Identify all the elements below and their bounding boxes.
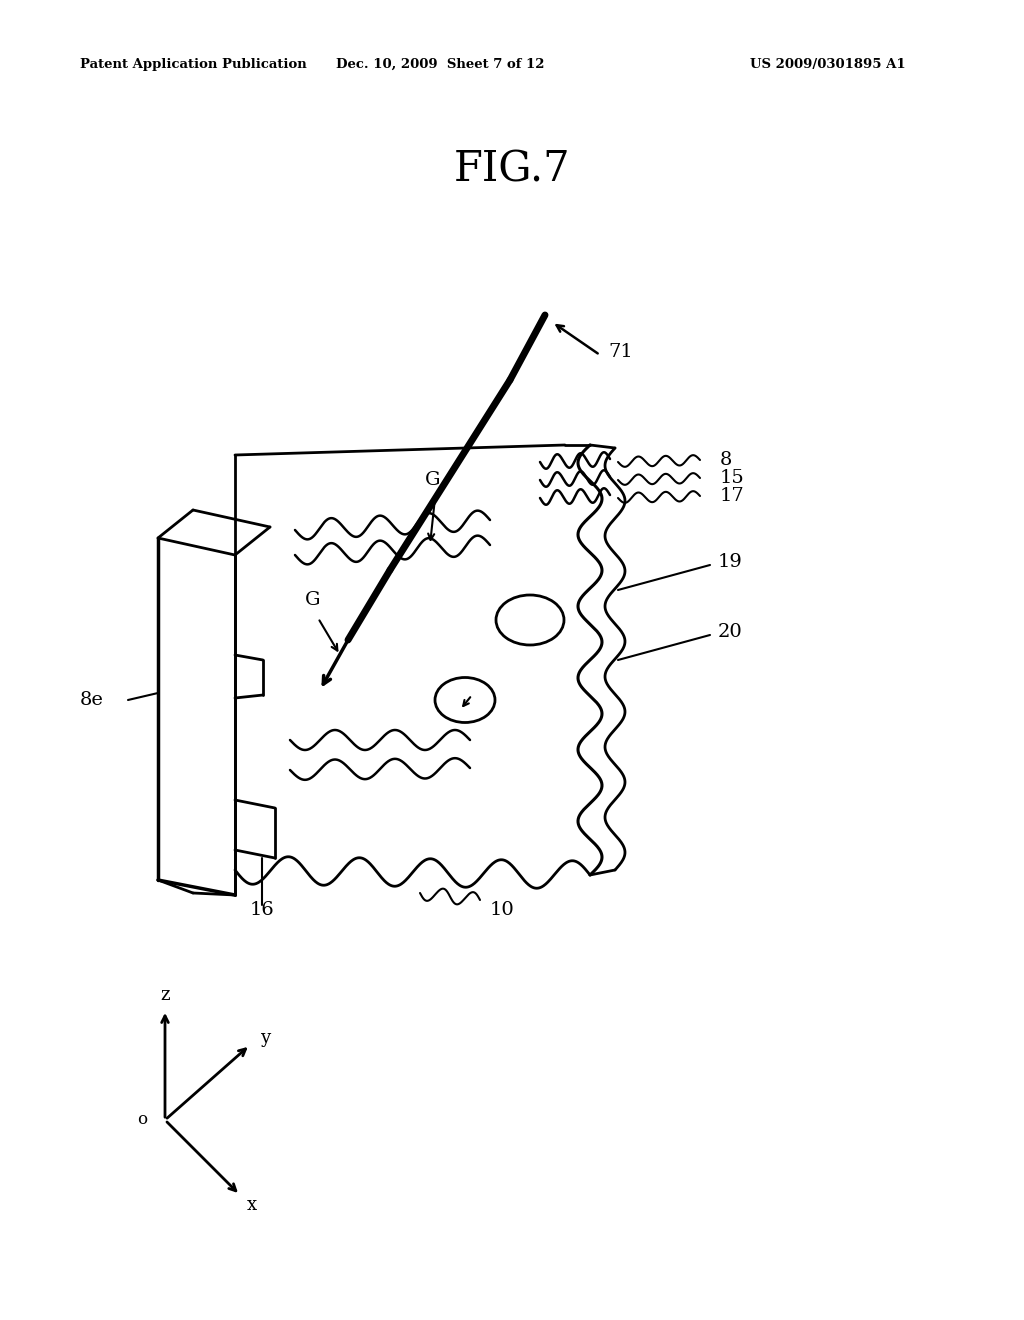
- Text: Patent Application Publication: Patent Application Publication: [80, 58, 307, 71]
- Text: Dec. 10, 2009  Sheet 7 of 12: Dec. 10, 2009 Sheet 7 of 12: [336, 58, 544, 71]
- Text: o: o: [137, 1111, 147, 1129]
- Text: 19: 19: [718, 553, 742, 572]
- Text: z: z: [160, 986, 170, 1005]
- Text: y: y: [260, 1030, 270, 1047]
- Text: 8e: 8e: [80, 690, 103, 709]
- Text: US 2009/0301895 A1: US 2009/0301895 A1: [750, 58, 905, 71]
- Text: FIG.7: FIG.7: [454, 148, 570, 190]
- Text: G: G: [425, 471, 440, 488]
- Text: 10: 10: [490, 902, 515, 919]
- Text: G: G: [305, 591, 321, 609]
- Text: 71: 71: [608, 343, 633, 360]
- Text: 8: 8: [720, 451, 732, 469]
- Text: x: x: [247, 1196, 257, 1214]
- Text: 15: 15: [720, 469, 744, 487]
- Text: 16: 16: [250, 902, 274, 919]
- Text: 20: 20: [718, 623, 742, 642]
- Text: 17: 17: [720, 487, 744, 506]
